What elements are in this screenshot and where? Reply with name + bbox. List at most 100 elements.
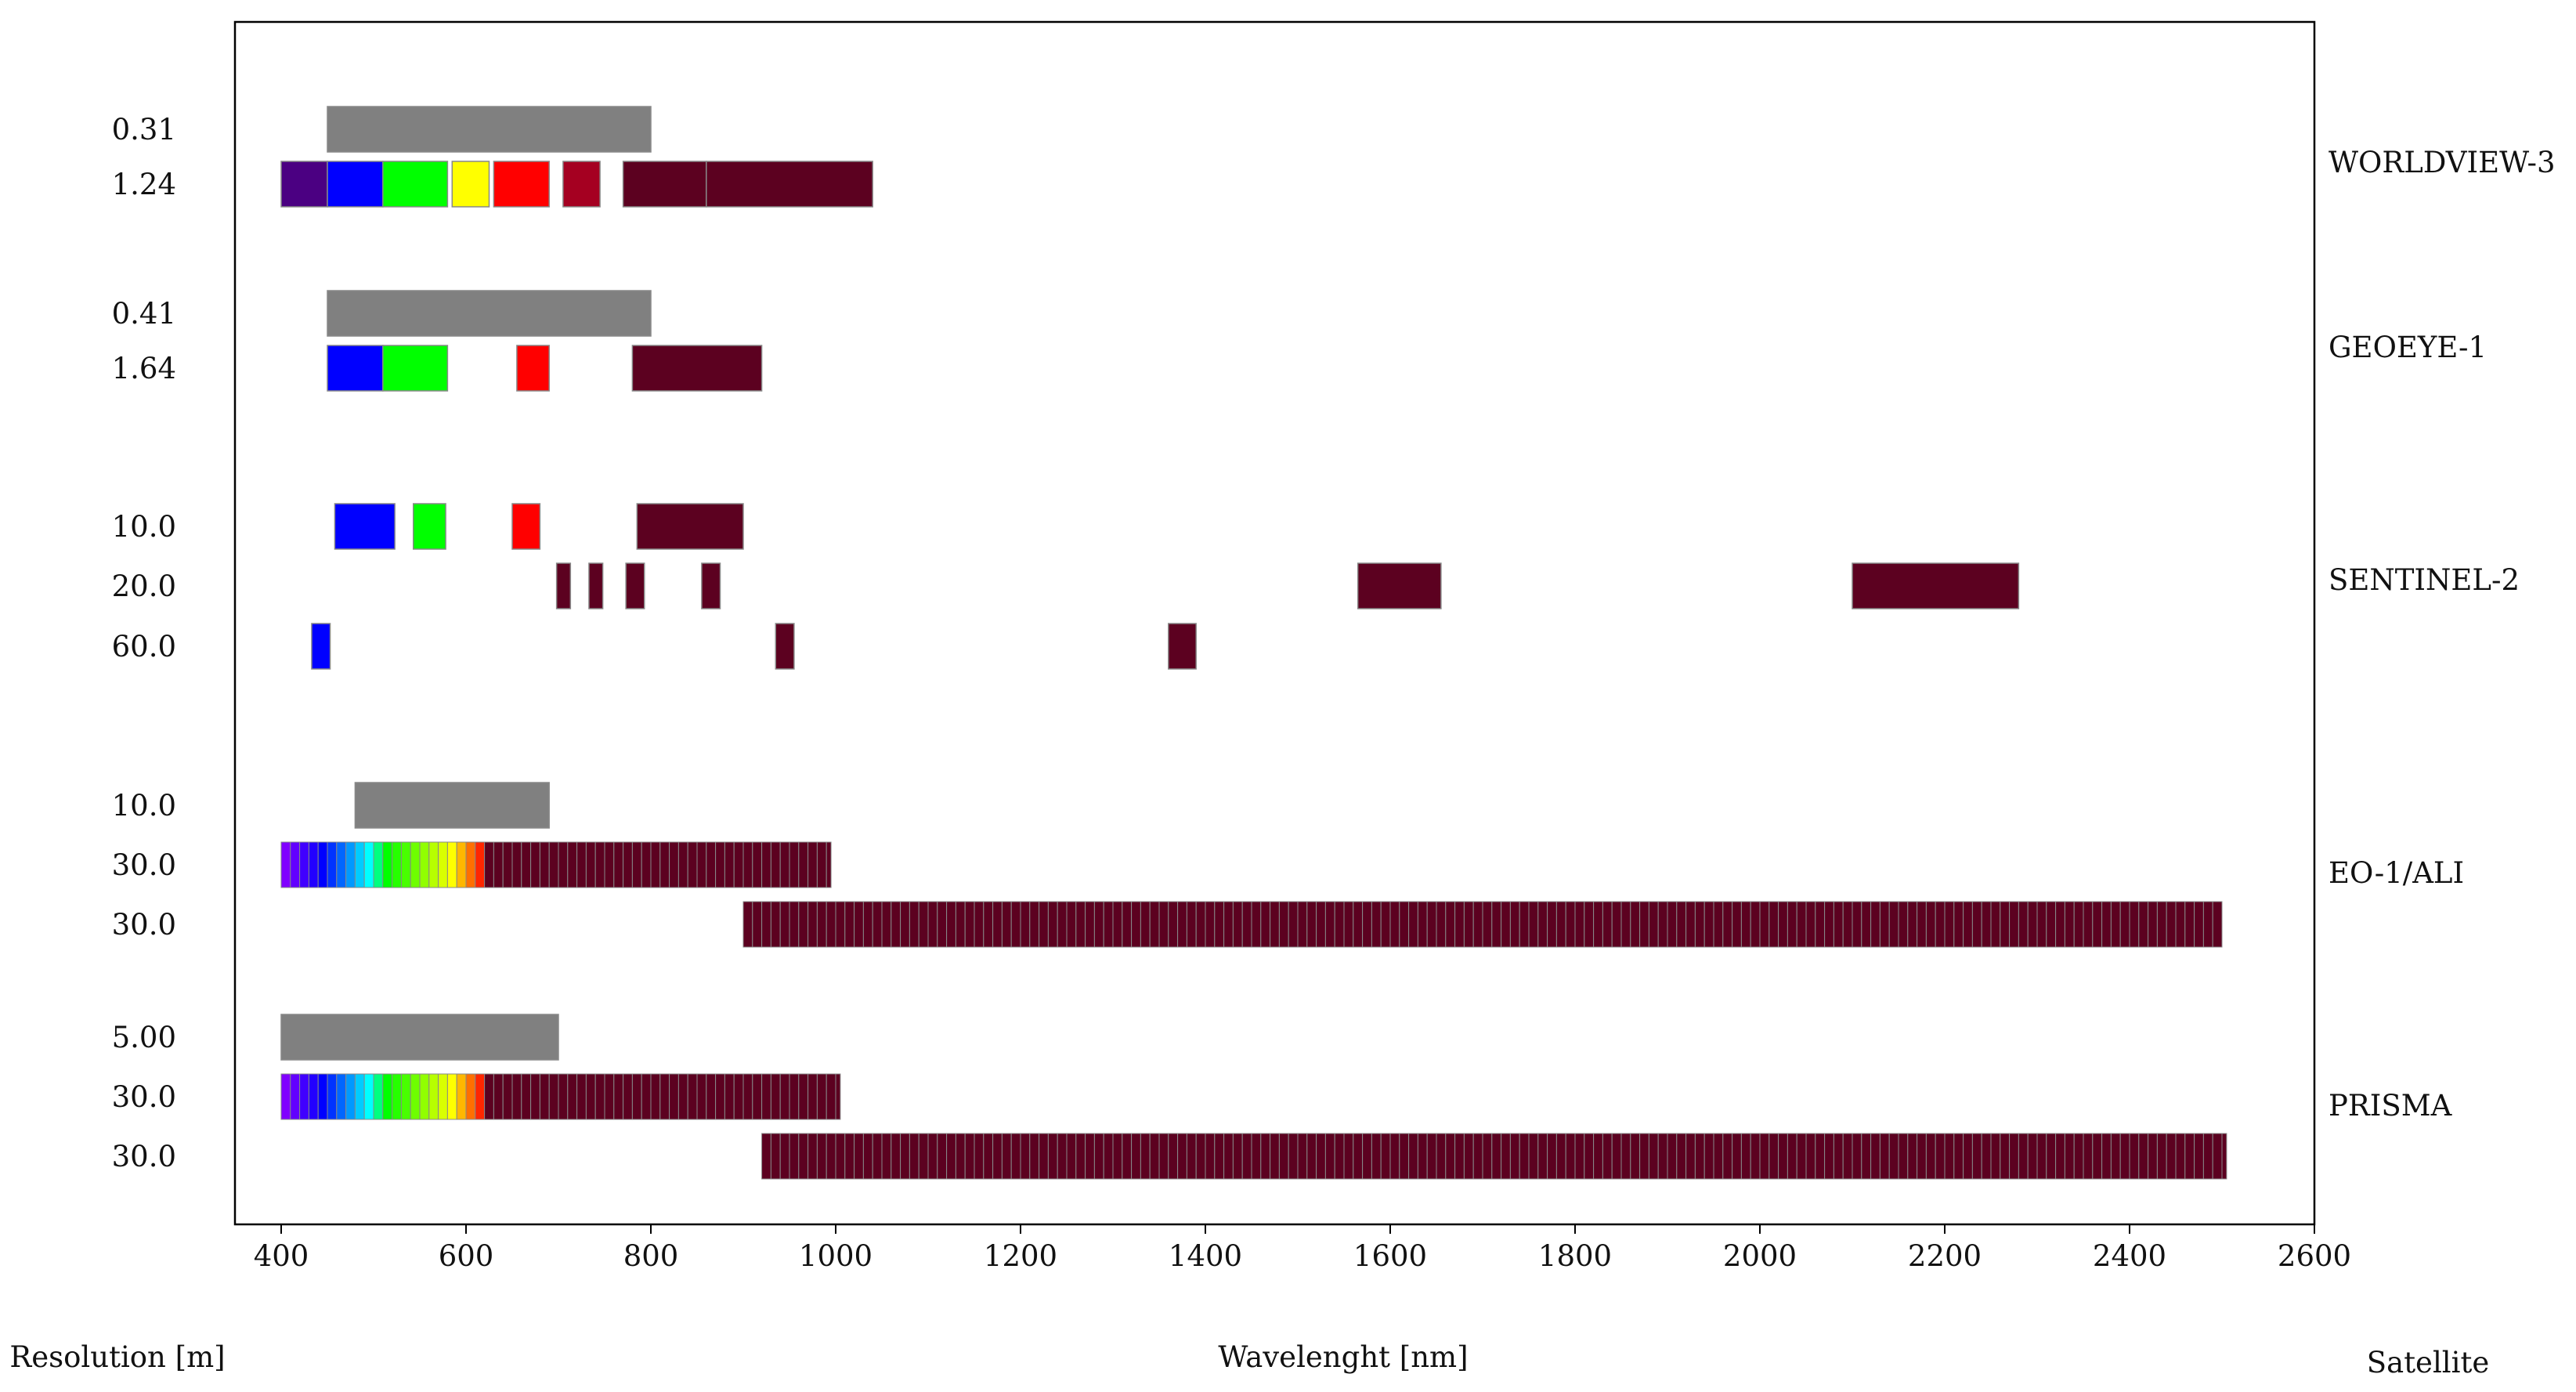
hyperspectral-band — [1306, 901, 1317, 948]
spectral-band-infrared — [555, 562, 572, 609]
hyperspectral-band — [659, 841, 670, 888]
hyperspectral-band — [1223, 1133, 1234, 1180]
hyperspectral-band — [770, 901, 781, 948]
hyperspectral-band — [2138, 901, 2149, 948]
hyperspectral-band — [1787, 901, 1797, 948]
hyperspectral-band — [862, 901, 873, 948]
hyperspectral-band — [280, 1073, 291, 1120]
spectral-band-panchromatic — [354, 782, 550, 829]
hyperspectral-band — [974, 901, 985, 948]
resolution-label: 1.24 — [112, 168, 176, 201]
satellite-label: EO-1/ALI — [2329, 856, 2464, 890]
hyperspectral-band — [2101, 901, 2112, 948]
hyperspectral-band — [752, 1073, 763, 1120]
hyperspectral-band — [1657, 1133, 1668, 1180]
hyperspectral-band — [1380, 901, 1391, 948]
hyperspectral-band — [2194, 901, 2204, 948]
hyperspectral-band — [1694, 1133, 1705, 1180]
hyperspectral-band — [1491, 901, 1502, 948]
spectral-band-green — [382, 345, 449, 392]
hyperspectral-band — [779, 1073, 790, 1120]
hyperspectral-band — [909, 901, 919, 948]
hyperspectral-band — [1001, 901, 1012, 948]
hyperspectral-band — [1251, 901, 1262, 948]
hyperspectral-band — [798, 1133, 809, 1180]
hyperspectral-band — [631, 841, 642, 888]
hyperspectral-band — [742, 841, 753, 888]
hyperspectral-band — [2212, 901, 2223, 948]
hyperspectral-band — [789, 901, 800, 948]
hyperspectral-band — [1241, 901, 1252, 948]
hyperspectral-band — [539, 841, 550, 888]
hyperspectral-band — [567, 1073, 578, 1120]
hyperspectral-band — [327, 1073, 338, 1120]
satellite-label: SENTINEL-2 — [2329, 563, 2520, 597]
x-tick-label: 800 — [623, 1239, 679, 1273]
hyperspectral-band — [290, 1073, 301, 1120]
hyperspectral-band — [1399, 901, 1410, 948]
hyperspectral-band — [1057, 1133, 1068, 1180]
hyperspectral-band — [1796, 901, 1807, 948]
x-tick-label: 1000 — [799, 1239, 873, 1273]
spectral-band-infrared — [1357, 562, 1442, 609]
hyperspectral-band — [1112, 1133, 1123, 1180]
hyperspectral-band — [835, 901, 846, 948]
hyperspectral-band — [789, 1073, 800, 1120]
hyperspectral-band — [604, 841, 615, 888]
hyperspectral-band — [1085, 1133, 1095, 1180]
hyperspectral-band — [2036, 1133, 2047, 1180]
hyperspectral-band — [1824, 901, 1834, 948]
hyperspectral-band — [1898, 1133, 1909, 1180]
hyperspectral-band — [631, 1073, 642, 1120]
hyperspectral-band — [1639, 1133, 1649, 1180]
hyperspectral-band — [1611, 1133, 1622, 1180]
hyperspectral-band — [1270, 901, 1280, 948]
hyperspectral-band — [1935, 901, 1946, 948]
hyperspectral-band — [1694, 901, 1705, 948]
hyperspectral-band — [816, 1133, 827, 1180]
hyperspectral-band — [1787, 1133, 1797, 1180]
hyperspectral-band — [1205, 901, 1216, 948]
hyperspectral-band — [317, 841, 328, 888]
hyperspectral-band — [1528, 1133, 1539, 1180]
hyperspectral-band — [2166, 1133, 2177, 1180]
hyperspectral-band — [1195, 901, 1206, 948]
hyperspectral-band — [1122, 901, 1133, 948]
hyperspectral-band — [1990, 1133, 2001, 1180]
hyperspectral-band — [742, 1073, 753, 1120]
hyperspectral-band — [400, 841, 411, 888]
spectral-band-yellow — [451, 161, 490, 208]
hyperspectral-band — [807, 901, 818, 948]
hyperspectral-band — [299, 1073, 309, 1120]
hyperspectral-band — [641, 841, 652, 888]
hyperspectral-band — [881, 1133, 892, 1180]
hyperspectral-band — [1944, 901, 1955, 948]
spectral-band-infrared — [636, 503, 744, 550]
spectral-band-infrared — [701, 562, 721, 609]
hyperspectral-band — [1472, 1133, 1483, 1180]
hyperspectral-band — [475, 1073, 486, 1120]
hyperspectral-band — [1177, 1133, 1187, 1180]
hyperspectral-band — [428, 841, 439, 888]
hyperspectral-band — [881, 901, 892, 948]
hyperspectral-band — [1232, 901, 1243, 948]
hyperspectral-band — [317, 1073, 328, 1120]
hyperspectral-band — [1389, 1133, 1400, 1180]
hyperspectral-band — [410, 841, 421, 888]
hyperspectral-band — [456, 841, 467, 888]
hyperspectral-band — [1602, 901, 1613, 948]
hyperspectral-band — [1463, 901, 1474, 948]
hyperspectral-band — [826, 901, 836, 948]
hyperspectral-band — [1769, 1133, 1779, 1180]
hyperspectral-band — [1324, 901, 1335, 948]
hyperspectral-band — [1759, 1133, 1770, 1180]
resolution-label: 0.41 — [112, 297, 176, 331]
spectral-band-red — [493, 161, 550, 208]
hyperspectral-band — [1186, 1133, 1197, 1180]
spectral-band-infrared — [625, 562, 645, 609]
hyperspectral-band — [2184, 1133, 2195, 1180]
hyperspectral-band — [1047, 1133, 1058, 1180]
spectral-band-blue — [311, 623, 331, 670]
hyperspectral-band — [1630, 1133, 1641, 1180]
hyperspectral-band — [1879, 1133, 1890, 1180]
